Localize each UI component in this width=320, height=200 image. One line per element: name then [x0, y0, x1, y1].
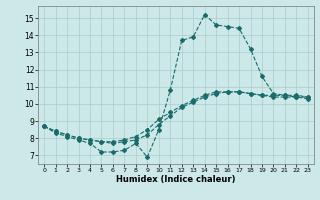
- X-axis label: Humidex (Indice chaleur): Humidex (Indice chaleur): [116, 175, 236, 184]
